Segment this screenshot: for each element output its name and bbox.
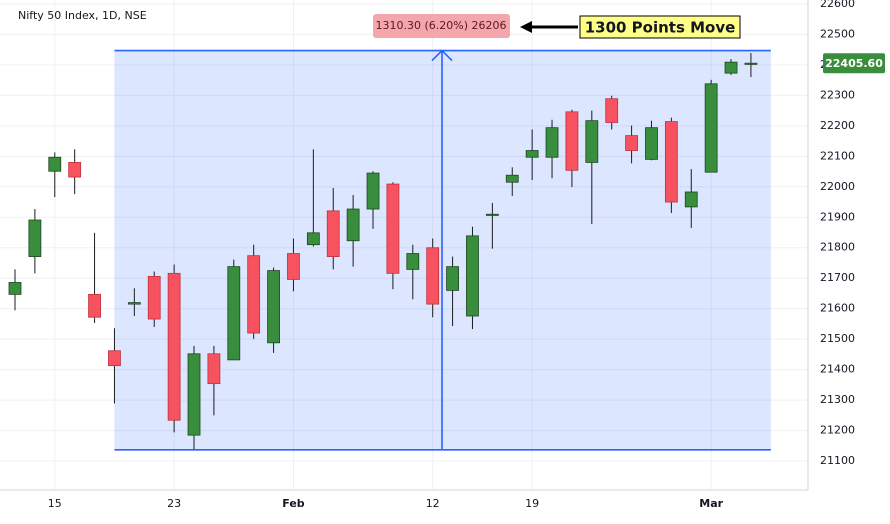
candle-body — [446, 266, 459, 291]
y-tick-label: 21900 — [820, 210, 855, 223]
candle-body — [147, 275, 161, 320]
x-tick-label: Feb — [282, 497, 305, 510]
candle-body — [346, 208, 360, 242]
candle-body — [68, 162, 82, 178]
x-tick-label: 15 — [48, 497, 62, 510]
candle-body — [227, 266, 241, 361]
y-tick-label: 21400 — [820, 363, 855, 376]
candle-body — [426, 247, 440, 305]
candle-body — [605, 98, 619, 123]
measure-label: 1310.30 (6.20%) 26206 — [375, 19, 506, 32]
measure-arrowhead — [431, 49, 453, 62]
x-tick-label: 12 — [426, 497, 440, 510]
measure-tool — [114, 49, 771, 451]
candle-body — [585, 120, 599, 163]
callout-text: 1300 Points Move — [585, 19, 736, 37]
y-tick-label: 21700 — [820, 271, 855, 284]
y-tick-label: 22000 — [820, 180, 855, 193]
candle-body — [88, 293, 101, 318]
callout-box — [579, 15, 741, 39]
y-tick-label: 21500 — [820, 332, 855, 345]
candle-body — [744, 62, 758, 65]
candle-body — [127, 302, 141, 305]
candle-body — [684, 191, 698, 208]
candle-body — [108, 350, 121, 367]
candle-body — [565, 111, 579, 171]
y-tick-label: 22600 — [820, 0, 855, 10]
y-tick-label: 22300 — [820, 88, 855, 101]
candle-body — [28, 219, 42, 257]
x-tick-label: 23 — [167, 497, 181, 510]
candle-body — [207, 353, 221, 385]
candle-body — [625, 135, 638, 151]
candle-body — [267, 270, 280, 344]
annotations: 1310.30 (6.20%) 26206 1300 Points Move — [373, 14, 741, 39]
chart-title: Nifty 50 Index, 1D, NSE — [18, 9, 147, 22]
candle-body — [505, 174, 519, 183]
x-tick-label: Mar — [699, 497, 723, 510]
candle-body — [287, 253, 300, 280]
y-tick-label: 22100 — [820, 149, 855, 162]
candle-body — [386, 183, 400, 274]
candle-body — [645, 127, 658, 160]
y-tick-label: 22500 — [820, 27, 855, 40]
y-tick-label: 21600 — [820, 302, 855, 315]
candle-body — [326, 210, 340, 257]
measure-label-box — [373, 14, 510, 38]
candle-body — [724, 61, 738, 74]
candle-body — [545, 127, 559, 158]
candle-body — [8, 282, 22, 295]
candles — [8, 53, 758, 450]
candle-body — [406, 253, 420, 270]
y-tick-label: 21300 — [820, 393, 855, 406]
last-price-label: 22405.60 — [825, 57, 883, 70]
y-tick-label: 21800 — [820, 241, 855, 254]
candle-body — [48, 156, 62, 172]
x-tick-label: 19 — [525, 497, 539, 510]
candle-body — [366, 172, 380, 210]
candle-body — [485, 213, 499, 216]
candle-body — [306, 232, 320, 246]
axes: 21100 21200 21300 21400 21500 21600 21700 21800… — [48, 0, 885, 510]
candle-body — [187, 353, 201, 436]
last-price-tag — [823, 53, 885, 74]
candle-body — [664, 121, 678, 203]
candle-body — [167, 272, 181, 421]
candle-body — [247, 255, 261, 334]
y-tick-label: 21100 — [820, 454, 855, 467]
candle-body — [466, 235, 479, 317]
candle-body — [704, 83, 718, 173]
callout-arrowhead — [520, 21, 532, 33]
y-tick-label: 22200 — [820, 119, 855, 132]
candle-body — [525, 150, 539, 158]
y-tick-label: 21200 — [820, 424, 855, 437]
